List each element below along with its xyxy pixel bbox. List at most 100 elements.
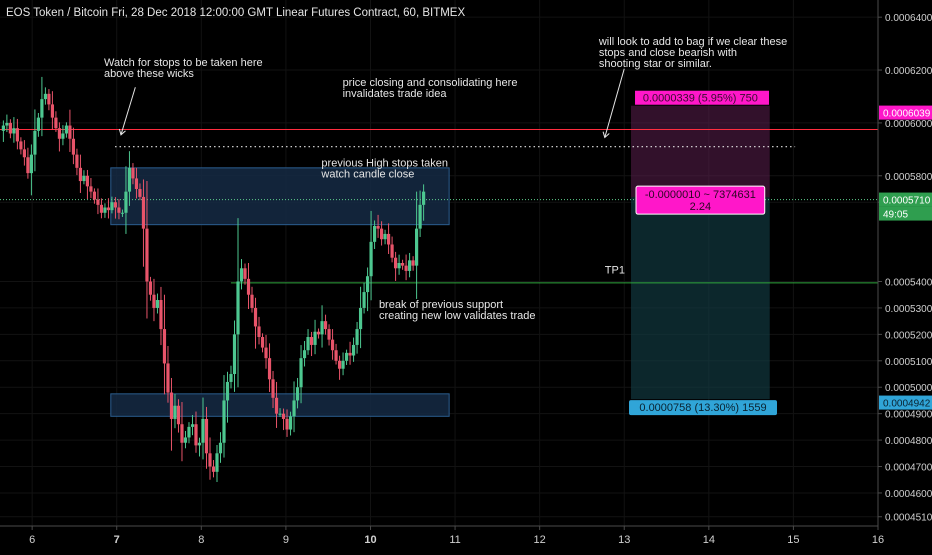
candle[interactable] <box>124 166 128 234</box>
candle[interactable] <box>376 214 380 238</box>
annotation-tp1[interactable]: TP1 <box>605 265 625 277</box>
candle[interactable] <box>183 430 188 449</box>
candle[interactable] <box>71 127 76 165</box>
candle[interactable] <box>271 370 275 408</box>
annotation-add-to-bag[interactable]: will look to add to bag if we clear thes… <box>598 36 787 70</box>
candle[interactable] <box>257 316 261 345</box>
candle[interactable] <box>169 377 174 451</box>
candle[interactable] <box>117 199 121 220</box>
candle[interactable] <box>239 259 244 290</box>
annotation-price-closing[interactable]: price closing and consolidating hereinva… <box>343 77 518 100</box>
candle[interactable] <box>341 352 345 376</box>
candle[interactable] <box>134 167 139 199</box>
candle[interactable] <box>113 197 118 219</box>
candle[interactable] <box>131 163 135 185</box>
candle[interactable] <box>348 341 352 365</box>
candle[interactable] <box>422 184 426 221</box>
candle[interactable] <box>1 120 5 142</box>
candle[interactable] <box>190 414 195 436</box>
candle[interactable] <box>236 218 240 388</box>
candle[interactable] <box>411 256 415 271</box>
stop-label-box[interactable] <box>635 90 770 105</box>
position-tool[interactable] <box>631 105 770 400</box>
candle[interactable] <box>5 114 9 133</box>
candle[interactable] <box>204 406 209 469</box>
candle[interactable] <box>78 154 83 193</box>
candle[interactable] <box>397 254 401 275</box>
candle[interactable] <box>320 305 324 348</box>
candle[interactable] <box>386 223 391 255</box>
candle[interactable] <box>187 422 191 444</box>
candle[interactable] <box>372 220 377 249</box>
candle[interactable] <box>15 118 19 150</box>
candle[interactable] <box>162 294 167 395</box>
candle[interactable] <box>400 259 405 270</box>
candle[interactable] <box>383 229 387 245</box>
countdown-tag[interactable]: 49:05 <box>879 206 932 221</box>
candle[interactable] <box>229 365 233 389</box>
candle[interactable] <box>379 221 384 246</box>
candle[interactable] <box>295 377 300 409</box>
candle[interactable] <box>57 122 62 152</box>
candle[interactable] <box>194 411 198 453</box>
candle[interactable] <box>145 181 149 319</box>
candle[interactable] <box>96 188 100 215</box>
candle[interactable] <box>323 314 328 335</box>
candle[interactable] <box>274 381 279 428</box>
red-level-price-tag[interactable]: 0.0006039 <box>879 105 932 120</box>
candle[interactable] <box>362 282 366 314</box>
candle[interactable] <box>22 140 26 166</box>
candle[interactable] <box>264 334 268 369</box>
candle[interactable] <box>166 345 170 403</box>
candle[interactable] <box>225 371 230 423</box>
position-labels[interactable]: 0.0000339 (5.95%) 750 -0.0000010 ~ 737463… <box>629 90 778 416</box>
candle[interactable] <box>243 263 247 285</box>
candle[interactable] <box>82 170 86 185</box>
candle[interactable] <box>26 147 30 179</box>
candle[interactable] <box>313 319 317 355</box>
position-stop-area[interactable] <box>631 105 770 198</box>
blue-level-price-tag[interactable]: 0.0004942 <box>879 395 932 410</box>
annotation-arrow[interactable] <box>602 68 625 139</box>
candle[interactable] <box>253 297 258 349</box>
candle[interactable] <box>155 293 160 314</box>
candle[interactable] <box>54 111 58 132</box>
candle[interactable] <box>344 349 349 365</box>
candle[interactable] <box>215 444 219 482</box>
candle[interactable] <box>306 329 310 355</box>
candle[interactable] <box>365 267 370 312</box>
candle[interactable] <box>316 328 321 339</box>
candle[interactable] <box>152 278 156 322</box>
candle[interactable] <box>390 236 394 263</box>
annotation-arrow[interactable] <box>118 87 136 136</box>
candle[interactable] <box>393 251 398 281</box>
candle[interactable] <box>246 263 251 309</box>
candle[interactable] <box>47 89 51 111</box>
candle[interactable] <box>75 148 79 176</box>
candle[interactable] <box>99 198 104 219</box>
candle[interactable] <box>176 399 181 433</box>
candle[interactable] <box>309 331 314 357</box>
candle[interactable] <box>36 112 41 137</box>
candle[interactable] <box>415 191 419 299</box>
candle[interactable] <box>40 76 44 137</box>
candle[interactable] <box>180 402 184 462</box>
candle[interactable] <box>281 408 286 431</box>
candle[interactable] <box>330 329 335 360</box>
candle[interactable] <box>208 437 212 480</box>
candle[interactable] <box>197 437 202 457</box>
candle[interactable] <box>288 411 293 436</box>
candle[interactable] <box>68 109 72 152</box>
candle[interactable] <box>407 252 412 278</box>
candle[interactable] <box>61 125 65 146</box>
candles-layer[interactable] <box>1 76 426 482</box>
candle[interactable] <box>285 409 289 437</box>
candle[interactable] <box>19 137 23 155</box>
candle[interactable] <box>222 375 226 458</box>
candle[interactable] <box>64 122 69 138</box>
position-target-area[interactable] <box>631 197 770 400</box>
candle[interactable] <box>260 333 265 353</box>
current-price-tag[interactable]: 0.0005710 <box>879 192 932 207</box>
